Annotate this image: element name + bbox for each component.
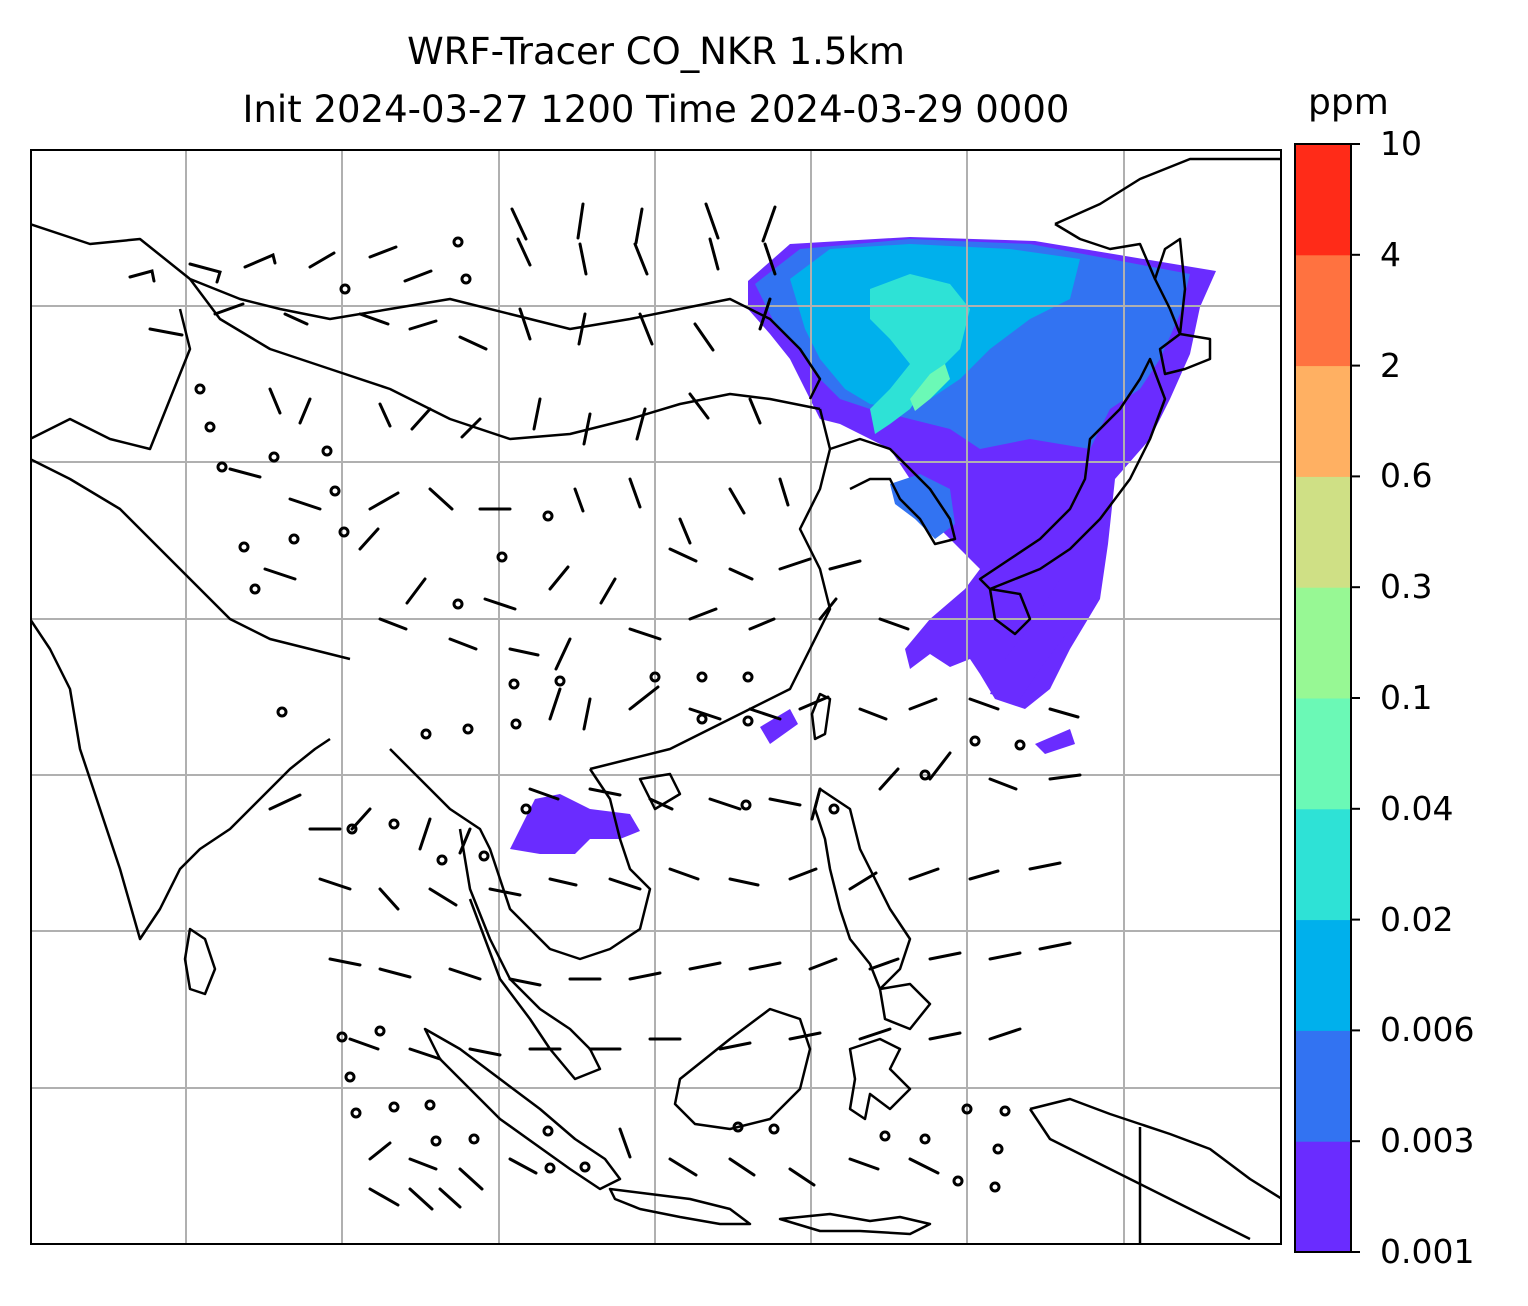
colorbar-band [1295,698,1351,810]
colorbar-bands [1295,144,1351,1253]
indochina-coast [389,748,652,961]
sumatra [423,1027,622,1191]
plume-core [870,274,970,434]
borneo [673,1007,812,1131]
colorbar-tick-label: 2 [1380,345,1401,385]
central-asia-border [30,308,192,451]
colorbar-tick-label: 0.02 [1380,899,1454,939]
calm-wind-circles [194,236,1026,1193]
japan-honshu [978,357,1167,591]
map-title: WRF-Tracer CO_NKR 1.5km [407,30,905,73]
india-coast [30,618,331,941]
java [608,1187,752,1226]
colorbar-tick-label: 0.1 [1380,678,1433,717]
sulawesi [848,1037,912,1121]
colorbar [1294,143,1360,1253]
colorbar-band [1295,587,1351,699]
co-tracer-plume [510,237,1216,854]
map-border [30,149,1282,1245]
colorbar-band [1295,144,1351,256]
colorbar-unit: ppm [1308,82,1389,123]
plume-southeast-arm [990,544,1105,699]
himalaya-border [30,457,351,661]
bohai-korea [829,437,957,546]
colorbar-tick-label: 0.003 [1380,1121,1475,1161]
colorbar-band [1295,808,1351,921]
china-north-border [30,222,822,400]
russia-far-east [1054,157,1282,280]
plume-taiwan-patch [760,709,798,744]
colorbar-band [1295,919,1351,1031]
map-panel [30,149,1282,1245]
new-guinea [1028,1097,1282,1241]
colorbar-ticks [1351,143,1360,1253]
plume-korea-lobe [890,474,955,539]
colorbar-band [1295,1141,1351,1253]
colorbar-tick-label: 10 [1380,124,1422,163]
colorbar-band [1295,1030,1351,1142]
colorbar-band [1295,476,1351,588]
map-subtitle: Init 2024-03-27 1200 Time 2024-03-29 000… [242,88,1070,131]
colorbar-tick-label: 0.3 [1380,567,1433,607]
colorbar-band [1295,365,1351,477]
colorbar-tick-label: 0.001 [1380,1232,1475,1271]
colorbar-tick-label: 0.6 [1380,456,1433,496]
japan-kyushu [988,587,1032,636]
colorbar-band [1295,254,1351,367]
plume-philippine-sea-patch [1035,729,1075,754]
colorbar-tick-label: 4 [1380,234,1401,274]
timor-sumbawa [778,1212,932,1236]
plume-indochina-patch [510,794,640,854]
sakhalin [1153,237,1187,336]
china-east-coast [589,408,832,771]
plume-core-high [910,364,950,411]
sri-lanka-coast [183,927,217,996]
colorbar-tick-label: 0.006 [1380,1010,1475,1050]
mongolia-border [189,278,821,441]
wind-barbs [128,202,1082,1211]
colorbar-tick-label: 0.04 [1380,788,1454,828]
coastlines-borders [30,157,1282,1245]
malay-peninsula [458,828,602,1081]
mindanao [878,982,932,1031]
